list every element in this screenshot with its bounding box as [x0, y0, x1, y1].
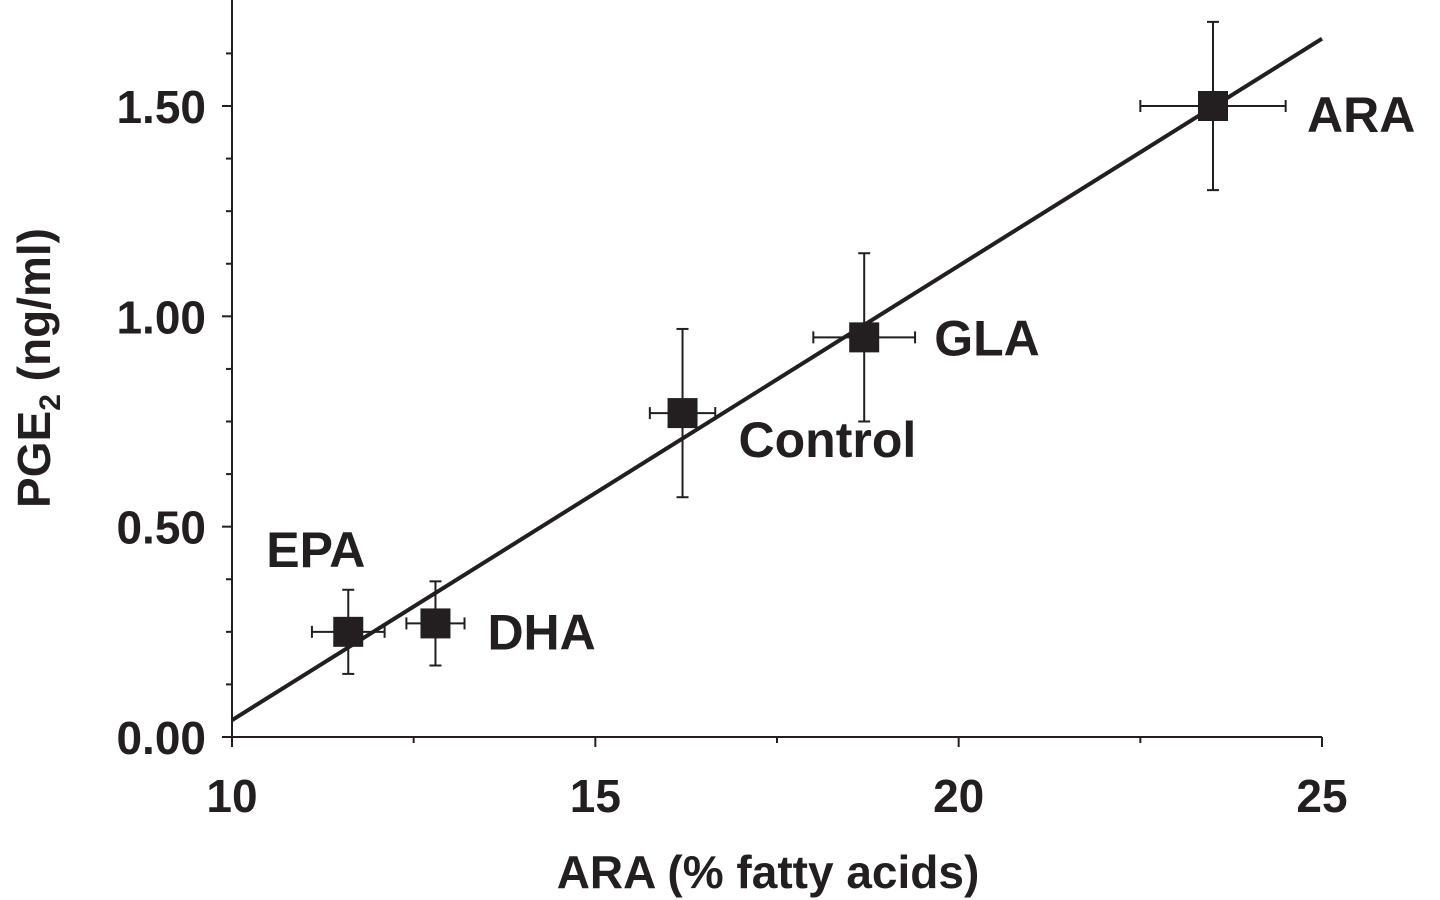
y-tick-label: 0.00	[116, 712, 206, 764]
y-axis-title-main: PGE	[8, 411, 60, 508]
x-axis-title: ARA (% fatty acids)	[557, 846, 980, 898]
point-label: ARA	[1307, 87, 1415, 143]
fit-line-group	[230, 36, 1324, 722]
point-label: DHA	[487, 604, 595, 660]
y-axis-title-subscript: 2	[34, 394, 67, 411]
square-marker	[333, 616, 364, 647]
square-marker	[420, 608, 451, 639]
point-label: EPA	[266, 522, 365, 578]
x-tick-label: 20	[933, 770, 984, 822]
point-label: Control	[739, 412, 917, 468]
data-point-epa: EPA	[266, 522, 386, 675]
data-point-gla: GLA	[812, 252, 1040, 423]
square-marker	[849, 322, 880, 353]
y-tick-label: 0.50	[116, 502, 206, 554]
point-label: GLA	[934, 310, 1040, 366]
square-marker	[1198, 91, 1228, 121]
x-tick-label: 25	[1296, 770, 1347, 822]
x-tick-label: 10	[206, 770, 257, 822]
square-marker	[667, 398, 698, 429]
x-tick-label: 15	[570, 770, 621, 822]
data-point-control: Control	[648, 327, 917, 499]
data-point-dha: DHA	[405, 580, 596, 667]
y-axis-title: PGE2 (ng/ml)	[8, 228, 67, 508]
tick-group: 10 15 20 25 0.00 0.50 1.00 1.50	[116, 52, 1348, 822]
y-tick-label: 1.50	[116, 81, 206, 133]
axes	[231, 0, 1322, 738]
y-tick-label: 1.00	[116, 291, 206, 343]
regression-line	[230, 36, 1324, 722]
y-axis-title-tail: (ng/ml)	[8, 228, 60, 394]
data-points: EPA DHA Control GLA ARA	[266, 20, 1415, 675]
data-point-ara: ARA	[1139, 20, 1415, 192]
